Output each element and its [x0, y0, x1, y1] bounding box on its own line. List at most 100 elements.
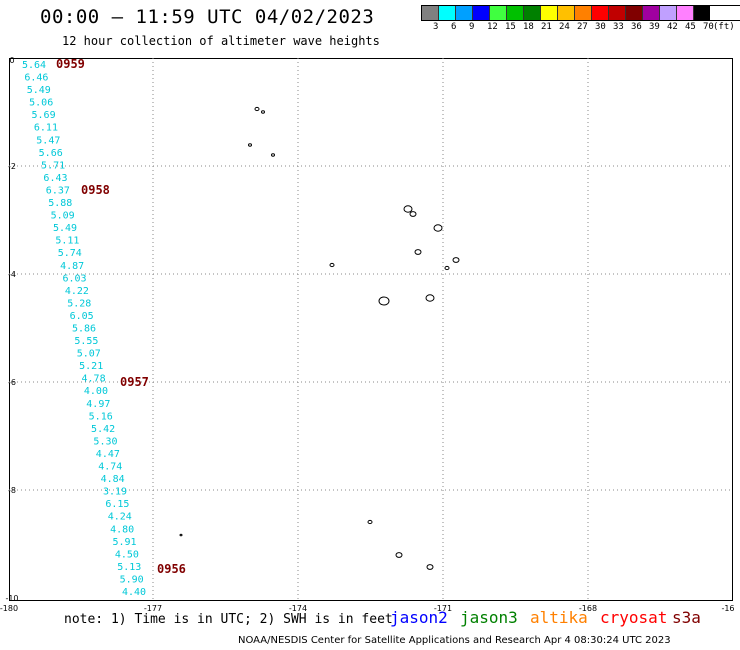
island-outline [248, 143, 252, 147]
legend-swatch [643, 6, 660, 20]
wave-height-value: 5.86 [72, 324, 96, 335]
wave-height-value: 5.13 [117, 562, 141, 573]
footer-note: note: 1) Time is in UTC; 2) SWH is in fe… [64, 612, 393, 627]
wave-height-value: 6.05 [70, 311, 94, 322]
credit-line: NOAA/NESDIS Center for Satellite Applica… [238, 635, 671, 646]
longitude-label: -168 [579, 604, 597, 613]
wave-height-value: 6.03 [62, 273, 86, 284]
island-outline [395, 552, 403, 558]
legend-swatch [575, 6, 592, 20]
legend-swatch [507, 6, 524, 20]
island-outline [378, 296, 390, 306]
wave-height-value: 4.74 [98, 462, 122, 473]
island-outline [452, 257, 460, 263]
legend-label: 3 [433, 22, 439, 32]
longitude-label: -171 [434, 604, 452, 613]
island-outline [367, 519, 373, 525]
satellite-name: altika [530, 608, 588, 627]
island-outline [433, 224, 443, 232]
wave-height-value: 5.69 [32, 110, 56, 121]
legend-swatch [422, 6, 439, 20]
wave-height-value: 4.78 [82, 374, 106, 385]
latitude-label: -8 [8, 486, 16, 495]
legend-label: 42 [667, 22, 678, 32]
legend-label: 21 [541, 22, 552, 32]
wave-height-value: 5.49 [53, 223, 77, 234]
latitude-label: -6 [8, 378, 16, 387]
wave-height-value: 5.71 [41, 160, 65, 171]
legend-swatch [524, 6, 541, 20]
island-outline [403, 205, 413, 213]
island-outline [414, 249, 422, 255]
graticule [9, 58, 731, 599]
legend-swatch [558, 6, 575, 20]
satellite-name: s3a [672, 608, 701, 627]
latitude-label: -10 [5, 594, 18, 603]
legend-swatch [490, 6, 507, 20]
legend-label: 18 [523, 22, 534, 32]
island-outlines [179, 106, 460, 570]
island-outline [444, 265, 450, 271]
wave-height-value: 5.91 [112, 537, 136, 548]
wave-height-value: 5.16 [89, 411, 113, 422]
wave-height-value: 6.11 [34, 123, 58, 134]
wave-height-value: 4.22 [65, 286, 89, 297]
latitude-label: -2 [8, 162, 16, 171]
legend-label: 45 [685, 22, 696, 32]
wave-height-value: 5.28 [67, 298, 91, 309]
altimeter-track: 5.646.465.495.065.696.115.475.665.716.43… [22, 57, 186, 598]
legend-swatch [677, 6, 694, 20]
island-outline [254, 106, 260, 112]
legend-swatch [660, 6, 677, 20]
wave-height-value: 5.07 [77, 349, 101, 360]
legend-label: 30 [595, 22, 606, 32]
wave-height-value: 6.15 [105, 499, 129, 510]
legend-label: 15 [505, 22, 516, 32]
legend-swatch [626, 6, 643, 20]
wave-height-value: 4.50 [115, 549, 139, 560]
wave-height-value: 4.00 [84, 386, 108, 397]
legend-swatch [609, 6, 626, 20]
legend-swatch [456, 6, 473, 20]
legend-label: 12 [487, 22, 498, 32]
island-outline [425, 294, 435, 302]
track-time-label: 0958 [81, 183, 110, 197]
wave-height-value: 5.49 [27, 85, 51, 96]
map-title: 00:00 – 11:59 UTC 04/02/2023 [40, 6, 375, 28]
legend-swatch [694, 6, 710, 20]
satellite-name: jason3 [460, 608, 518, 627]
wave-height-value: 5.11 [55, 236, 79, 247]
legend-label: 36 [631, 22, 642, 32]
wave-height-value: 4.84 [101, 474, 125, 485]
latitude-label: -4 [8, 270, 16, 279]
wave-height-value: 5.21 [79, 361, 103, 372]
track-time-label: 0957 [120, 375, 149, 389]
longitude-label: -16 [721, 604, 734, 613]
wave-height-value: 4.97 [86, 399, 110, 410]
wave-height-value: 4.87 [60, 261, 84, 272]
longitude-label: -177 [144, 604, 162, 613]
longitude-label: -174 [289, 604, 307, 613]
axis-labels: -180 -177 -174 -171 -168 -16 0 -2 -4 -6 -8 -10 [0, 56, 735, 613]
wave-height-value: 5.06 [29, 98, 53, 109]
wave-height-value: 4.24 [108, 512, 132, 523]
wave-height-value: 5.30 [93, 436, 117, 447]
legend-color-bar [421, 5, 740, 21]
map-subtitle: 12 hour collection of altimeter wave hei… [62, 34, 380, 48]
wave-height-value: 5.47 [36, 135, 60, 146]
wave-height-value: 5.74 [58, 248, 82, 259]
satellite-name: jason2 [390, 608, 448, 627]
wave-height-value: 4.40 [122, 587, 146, 598]
legend-label: 9 [469, 22, 475, 32]
wave-height-value: 5.64 [22, 60, 46, 71]
legend-swatch [592, 6, 609, 20]
legend-swatch [541, 6, 558, 20]
island-outline [409, 211, 417, 217]
legend-label: 6 [451, 22, 457, 32]
wave-height-value: 4.80 [110, 524, 134, 535]
island-outline [271, 153, 275, 157]
legend-label: 27 [577, 22, 588, 32]
wave-height-legend: 3 6 9 12 15 18 21 24 27 30 33 36 39 42 45 70 (ft) [421, 5, 740, 35]
legend-label: 70 [703, 22, 714, 32]
